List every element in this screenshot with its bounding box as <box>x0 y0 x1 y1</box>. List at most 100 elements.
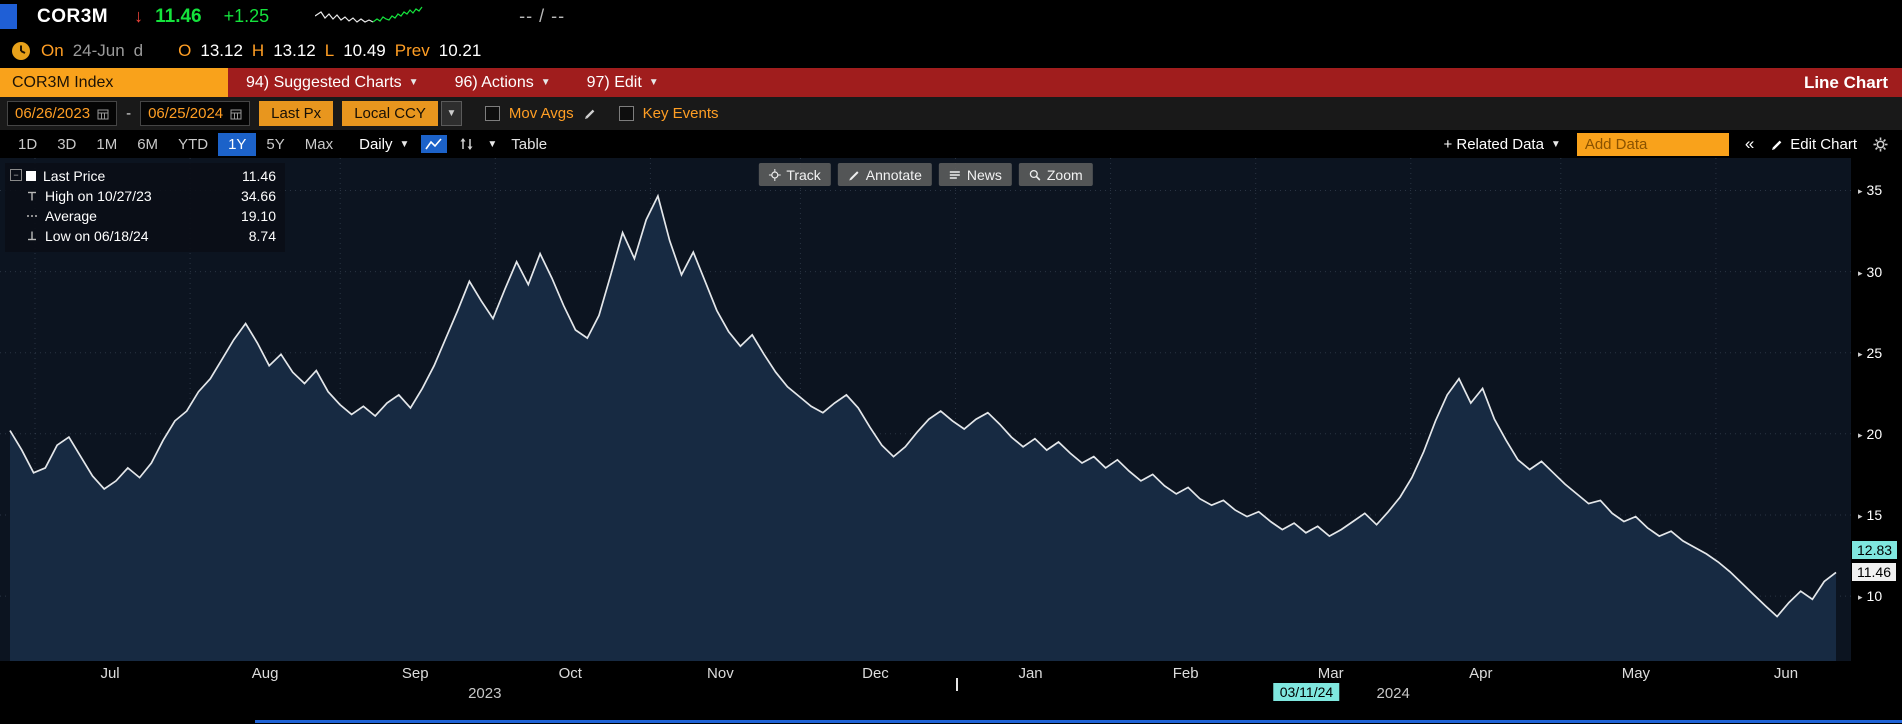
legend-row-high: High on 10/27/23 34.66 <box>26 186 276 206</box>
bottom-accent-line <box>255 720 1902 723</box>
bottom-strip <box>0 706 1902 724</box>
period-tab-3d[interactable]: 3D <box>57 135 77 153</box>
price-type-field[interactable]: Last Px <box>259 101 334 126</box>
high-label: H <box>251 40 265 60</box>
chart-plot[interactable]: − Last Price 11.46 High on 10/27/23 34.6… <box>0 158 1851 661</box>
table-button[interactable]: Table <box>511 135 548 153</box>
currency-field[interactable]: Local CCY <box>342 101 438 126</box>
period-tab-1y[interactable]: 1Y <box>218 132 257 156</box>
caret-down-icon: ▼ <box>648 77 659 88</box>
legend-label: High on 10/27/23 <box>45 188 152 204</box>
add-data-input[interactable]: Add Data <box>1576 132 1729 156</box>
x-tick-label: Oct <box>558 665 582 682</box>
menu-bar: COR3M Index 94) Suggested Charts ▼ 96) A… <box>0 68 1902 97</box>
x-tick-label: Apr <box>1469 665 1493 682</box>
prev-value: 10.21 <box>438 40 482 60</box>
legend-row-last-price: Last Price 11.46 <box>26 166 276 186</box>
related-data-button[interactable]: + Related Data ▼ <box>1443 136 1560 153</box>
zoom-magnifier-icon <box>1029 169 1041 181</box>
key-events-checkbox[interactable] <box>618 106 634 121</box>
security-field[interactable]: COR3M Index <box>0 68 228 97</box>
menu-item-label: 96) Actions <box>454 73 534 91</box>
collapse-panel-button[interactable]: « <box>1744 134 1755 153</box>
period-tab-1d[interactable]: 1D <box>18 135 38 153</box>
chart-options-dropdown[interactable]: ▼ <box>487 139 497 150</box>
news-icon <box>949 170 960 179</box>
down-arrow-icon: ↓ <box>134 6 144 26</box>
chart-legend: − Last Price 11.46 High on 10/27/23 34.6… <box>5 163 285 252</box>
legend-label: Last Price <box>43 168 106 184</box>
x-tick-label: Sep <box>401 665 429 682</box>
prev-label: Prev <box>394 40 430 60</box>
chart-type-button[interactable] <box>421 135 448 153</box>
x-tick-label: Nov <box>707 665 734 682</box>
legend-value: 11.46 <box>242 168 276 184</box>
period-tab-ytd[interactable]: YTD <box>178 135 209 153</box>
period-tab-1m[interactable]: 1M <box>96 135 118 153</box>
caret-down-icon: ▼ <box>399 138 410 150</box>
currency-dropdown-button[interactable]: ▼ <box>440 101 462 126</box>
period-toolbar: 1D 3D 1M 6M YTD 1Y 5Y Max Daily ▼ ▼ Tabl… <box>0 130 1902 158</box>
zoom-button[interactable]: Zoom <box>1018 163 1093 186</box>
price-line <box>9 193 1837 618</box>
period-tab-6m[interactable]: 6M <box>137 135 159 153</box>
y-axis-label: 35 <box>1858 181 1883 199</box>
y-axis-label: 10 <box>1858 587 1883 605</box>
annotate-button[interactable]: Annotate <box>837 163 932 186</box>
edit-chart-button[interactable]: Edit Chart <box>1770 136 1857 153</box>
ohlc-bar: On 24-Jun d O 13.12 H 13.12 L 10.49 Prev… <box>0 33 1902 68</box>
crosshair-date-badge: 03/11/24 <box>1273 683 1340 701</box>
price-area <box>10 196 1836 661</box>
news-button[interactable]: News <box>938 163 1012 186</box>
frequency-value: Daily <box>359 135 393 153</box>
y-axis-label: 20 <box>1858 425 1883 443</box>
tool-label: Track <box>786 166 821 183</box>
edit-mov-avgs-pencil-icon[interactable] <box>583 107 596 120</box>
caret-down-icon: ▼ <box>540 77 551 88</box>
x-tick-label: Jun <box>1773 665 1799 682</box>
price-change: +1.25 <box>223 6 270 26</box>
sort-icon <box>460 138 473 150</box>
price-chart <box>0 158 1851 661</box>
low-value: 10.49 <box>343 40 386 60</box>
sort-order-button[interactable] <box>459 137 475 151</box>
menu-item-suggested-charts[interactable]: 94) Suggested Charts ▼ <box>228 68 437 97</box>
x-axis: Jul Aug Sep Oct Nov Dec Jan Feb Mar Apr … <box>0 661 1851 706</box>
mov-avgs-label: Mov Avgs <box>508 105 574 122</box>
x-tick-label: Dec <box>862 665 889 682</box>
session-date: 24-Jun <box>72 40 125 60</box>
security-summary-bar: COR3M ↓ 11.46 +1.25 -- / -- <box>0 0 1902 33</box>
gear-icon[interactable] <box>1873 137 1888 152</box>
legend-value: 19.10 <box>240 208 276 224</box>
tool-label: Annotate <box>865 166 922 183</box>
y-axis-label: 30 <box>1858 263 1883 281</box>
open-label: O <box>178 40 192 60</box>
bid-ask-quote: -- / -- <box>519 6 566 26</box>
last-price-swatch-icon <box>26 171 36 181</box>
menu-item-label: 97) Edit <box>586 73 642 91</box>
tool-label: News <box>966 166 1002 183</box>
tracked-price-badge: 12.83 <box>1852 541 1898 560</box>
period-tab-5y[interactable]: 5Y <box>266 135 285 153</box>
high-marker-icon <box>28 191 36 201</box>
frequency-dropdown[interactable]: Daily ▼ <box>359 136 409 153</box>
track-button[interactable]: Track <box>758 163 831 186</box>
delayed-clock-icon <box>12 41 30 60</box>
legend-row-average: Average 19.10 <box>26 206 276 226</box>
legend-collapse-icon[interactable]: − <box>10 169 22 181</box>
periodicity-label: d <box>133 40 144 60</box>
mov-avgs-checkbox[interactable] <box>484 106 500 121</box>
chart-region: − Last Price 11.46 High on 10/27/23 34.6… <box>0 158 1902 661</box>
line-chart-icon <box>425 138 442 150</box>
caret-down-icon: ▼ <box>487 138 498 150</box>
period-tab-max[interactable]: Max <box>304 135 334 153</box>
menu-item-actions[interactable]: 96) Actions ▼ <box>437 68 569 97</box>
pencil-icon <box>1772 140 1782 150</box>
caret-down-icon: ▼ <box>408 77 419 88</box>
year-label: 2024 <box>1376 685 1410 702</box>
menu-item-edit[interactable]: 97) Edit ▼ <box>569 68 677 97</box>
date-from-input[interactable]: 06/26/2023 <box>7 101 118 126</box>
date-to-input[interactable]: 06/25/2024 <box>140 101 251 126</box>
date-from-value: 06/26/2023 <box>15 105 91 122</box>
low-label: L <box>324 40 335 60</box>
